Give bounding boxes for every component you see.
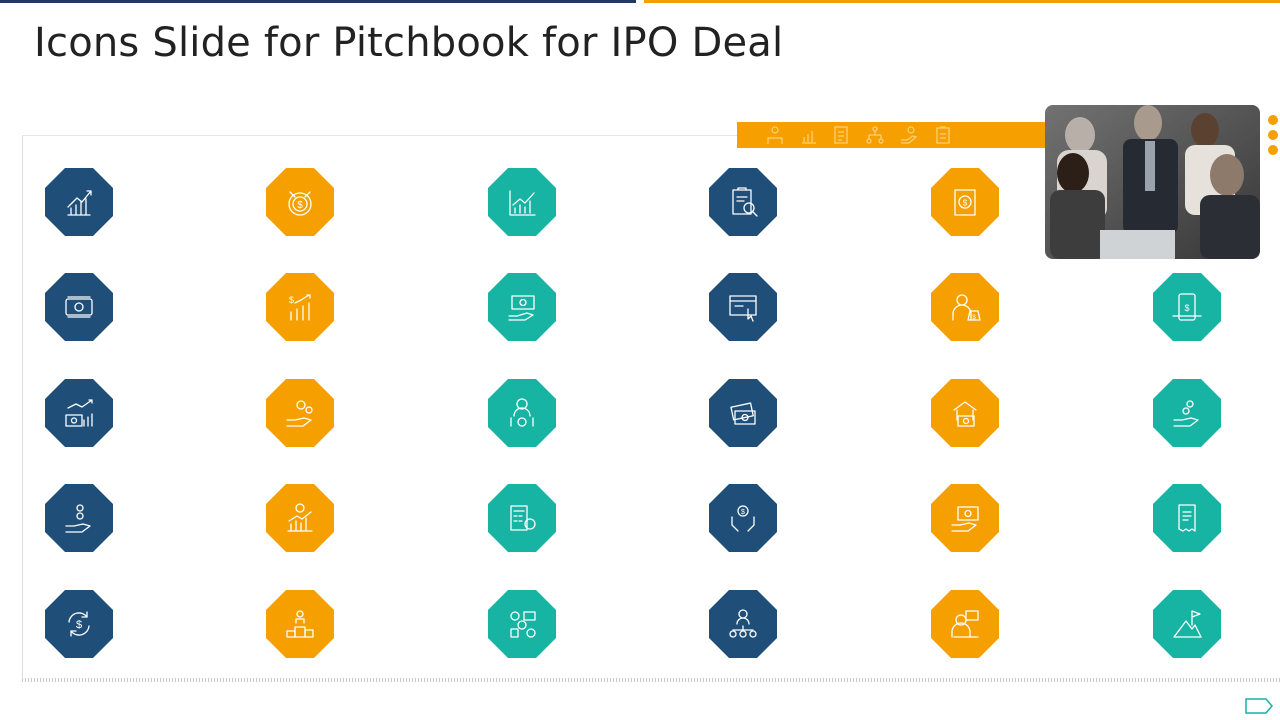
svg-text:$: $	[963, 199, 968, 208]
hands-protect-dollar-icon: $	[709, 484, 777, 552]
hand-bill-icon	[931, 484, 999, 552]
dot	[1268, 115, 1278, 125]
document-dollar-icon: $	[931, 168, 999, 236]
svg-text:$: $	[972, 315, 976, 321]
businessman-money-bag-icon: $	[931, 273, 999, 341]
bank-money-icon	[931, 379, 999, 447]
document-icon	[834, 126, 848, 144]
svg-text:$: $	[741, 509, 745, 516]
svg-text:$: $	[76, 619, 82, 631]
dot	[1268, 145, 1278, 155]
hand-coins-drop-icon	[1153, 379, 1221, 447]
page-title: Icons Slide for Pitchbook for IPO Deal	[34, 20, 784, 66]
investor-coins-icon	[488, 379, 556, 447]
side-dots	[1262, 113, 1280, 157]
icons-frame	[22, 135, 1259, 681]
org-chart-icon	[866, 126, 884, 144]
clipboard-magnifier-icon	[709, 168, 777, 236]
person-podium-icon	[767, 126, 783, 144]
hand-coins-icon	[266, 379, 334, 447]
mobile-dollar-icon: $	[1153, 273, 1221, 341]
mountain-flag-icon	[1153, 590, 1221, 658]
dollar-cycle-icon: $	[45, 590, 113, 658]
team-podium-icon	[266, 590, 334, 658]
browser-click-icon	[709, 273, 777, 341]
orange-header-band	[737, 122, 1055, 148]
hand-falling-coins-icon	[45, 484, 113, 552]
analyst-workspace-icon	[488, 590, 556, 658]
hand-holding-bill-icon	[488, 273, 556, 341]
business-team-meeting-photo	[1045, 105, 1260, 259]
dollar-bar-growth-icon: $	[266, 273, 334, 341]
bar-chart-icon	[802, 131, 816, 144]
money-bill-icon	[45, 273, 113, 341]
svg-text:$: $	[289, 295, 294, 305]
bill-growth-chart-icon	[45, 379, 113, 447]
presenter-screen-icon	[931, 590, 999, 658]
receipt-document-icon	[1153, 484, 1221, 552]
top-accent-line-blue	[0, 0, 636, 3]
line-chart-icon	[488, 168, 556, 236]
dot	[1268, 130, 1278, 140]
svg-text:$: $	[297, 200, 303, 211]
hand-coin-icon	[901, 126, 918, 144]
calculator-dollar-icon	[488, 484, 556, 552]
bar-chart-growth-icon	[266, 484, 334, 552]
top-accent-line-orange	[644, 0, 1280, 3]
cash-stack-icon	[709, 379, 777, 447]
next-arrow-tag-icon[interactable]	[1244, 697, 1274, 715]
growth-bars-arrows-icon	[45, 168, 113, 236]
dollar-target-icon: $	[266, 168, 334, 236]
frame-bottom-border	[22, 678, 1280, 682]
network-people-icon	[709, 590, 777, 658]
svg-text:$: $	[1184, 303, 1189, 313]
team-photo	[1045, 105, 1260, 259]
clipboard-icon	[936, 126, 950, 144]
